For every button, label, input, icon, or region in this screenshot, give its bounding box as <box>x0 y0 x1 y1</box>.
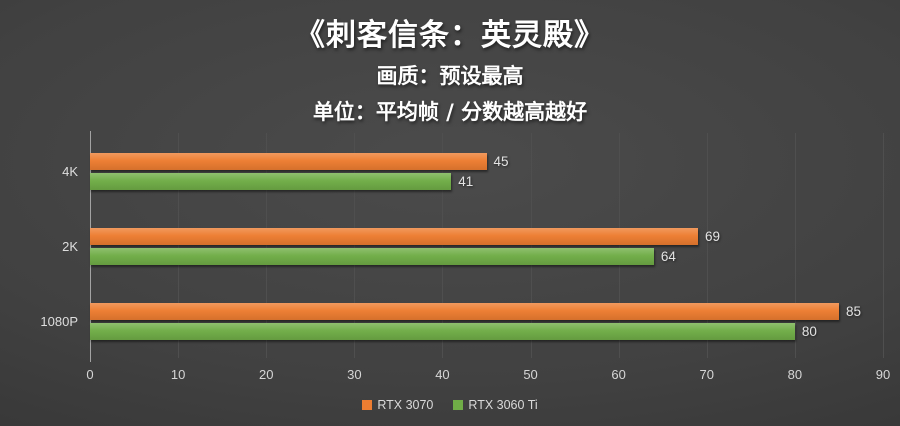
value-label-rtx-3060-ti-1080p: 80 <box>801 324 817 339</box>
gridline-90 <box>883 133 884 358</box>
y-axis-line <box>90 131 91 362</box>
x-tick-label-60: 60 <box>611 367 626 382</box>
category-label-2k: 2K <box>62 238 78 254</box>
legend-label-rtx-3060-ti: RTX 3060 Ti <box>468 398 538 412</box>
gridline-40 <box>442 133 444 358</box>
bar-rtx-3060-ti-1080p <box>90 323 795 340</box>
value-label-rtx-3070-4k: 45 <box>493 154 509 169</box>
value-label-rtx-3060-ti-4k: 41 <box>458 174 474 189</box>
x-tick-label-90: 90 <box>875 367 891 382</box>
category-label-4k: 4K <box>62 163 78 179</box>
category-label-1080p: 1080P <box>40 313 78 329</box>
legend-item-rtx-3060-ti: RTX 3060 Ti <box>453 398 538 412</box>
gridline-10 <box>178 133 180 358</box>
gridline-20 <box>266 133 268 358</box>
bar-rtx-3060-ti-2k <box>90 248 654 265</box>
x-tick-label-80: 80 <box>787 367 803 382</box>
x-tick-label-50: 50 <box>523 367 538 382</box>
legend-swatch-rtx-3060-ti <box>453 400 464 410</box>
chart-legend: RTX 3070 RTX 3060 Ti <box>0 398 900 412</box>
value-label-rtx-3070-2k: 69 <box>704 229 720 244</box>
chart-subtitle-unit: 单位：平均帧 / 分数越高越好 <box>312 99 588 124</box>
legend-item-rtx-3070: RTX 3070 <box>362 398 433 412</box>
value-label-rtx-3060-ti-2k: 64 <box>660 249 676 264</box>
bar-rtx-3070-1080p <box>90 303 839 320</box>
gridline-80 <box>794 133 796 358</box>
x-tick-label-70: 70 <box>699 367 714 382</box>
gridline-70 <box>706 133 708 358</box>
legend-label-rtx-3070: RTX 3070 <box>377 398 434 412</box>
x-tick-label-20: 20 <box>258 367 274 382</box>
x-tick-label-30: 30 <box>347 367 362 382</box>
x-tick-label-0: 0 <box>86 367 94 382</box>
chart-subtitle-quality: 画质：预设最高 <box>376 63 524 88</box>
x-tick-label-10: 10 <box>170 367 186 382</box>
bar-rtx-3070-4k <box>90 153 487 170</box>
x-tick-label-40: 40 <box>435 367 450 382</box>
legend-swatch-rtx-3070 <box>362 400 373 410</box>
bar-rtx-3070-2k <box>90 228 698 245</box>
gridline-50 <box>530 133 532 358</box>
chart-title: 《刺客信条：英灵殿》 <box>295 18 605 53</box>
value-label-rtx-3070-1080p: 85 <box>845 304 861 319</box>
chart-header: 《刺客信条：英灵殿》 画质：预设最高 单位：平均帧 / 分数越高越好 <box>0 0 900 126</box>
gridline-30 <box>354 133 356 358</box>
bar-rtx-3060-ti-4k <box>90 173 452 190</box>
gridline-60 <box>618 133 620 358</box>
